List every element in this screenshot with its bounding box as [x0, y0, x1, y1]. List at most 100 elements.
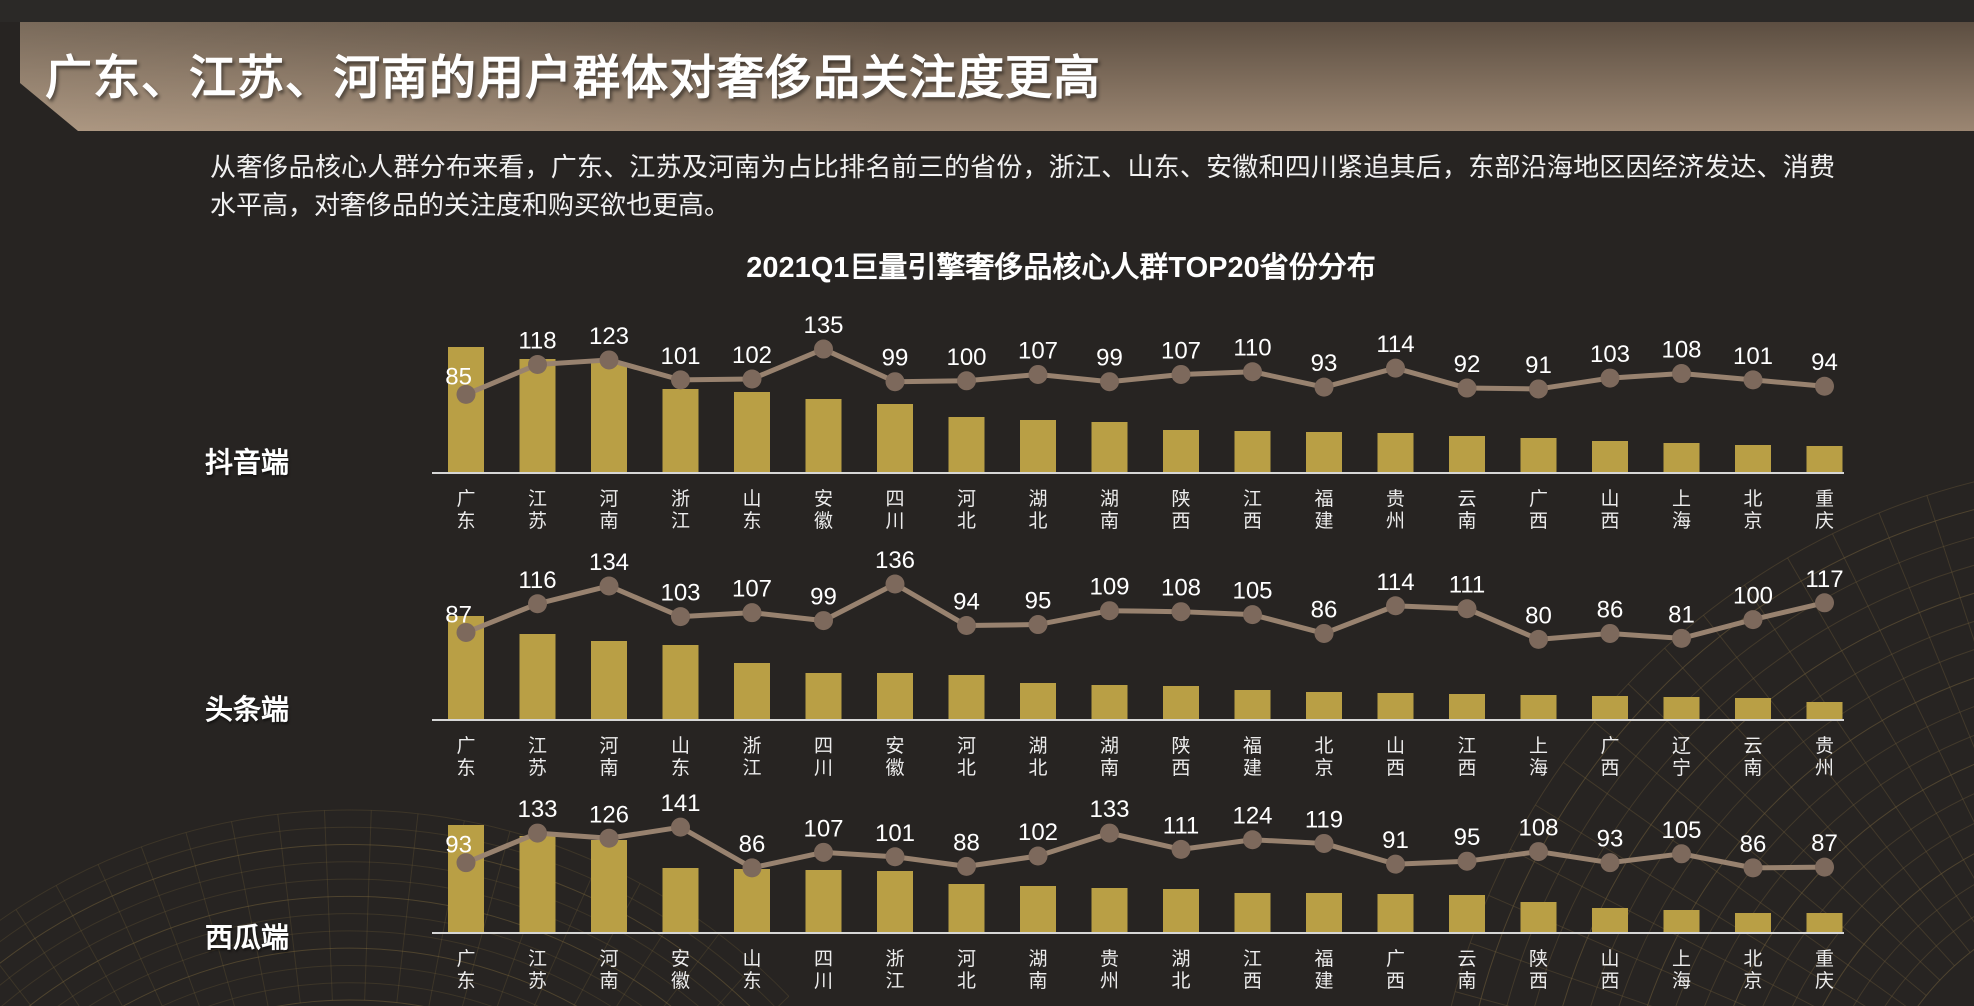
- line-marker: [1243, 362, 1262, 382]
- value-label: 87: [445, 601, 472, 628]
- axis-label: 福建: [1243, 735, 1262, 779]
- bar: [1520, 695, 1557, 720]
- line-marker: [742, 858, 762, 878]
- axis-label: 陕西: [1171, 735, 1190, 779]
- value-label: 123: [589, 323, 629, 350]
- axis-label: 陕西: [1529, 948, 1548, 992]
- value-label: 107: [732, 576, 772, 603]
- value-label: 103: [660, 580, 700, 607]
- value-label: 92: [1454, 351, 1481, 378]
- value-label: 93: [445, 832, 472, 859]
- bar: [1592, 441, 1628, 473]
- bar: [734, 392, 770, 473]
- line-marker: [1529, 842, 1548, 862]
- bar: [734, 869, 770, 933]
- bar: [1735, 698, 1771, 720]
- bar: [519, 359, 556, 473]
- line-marker: [528, 594, 547, 614]
- value-label: 105: [1661, 817, 1701, 844]
- value-label: 80: [1525, 602, 1552, 629]
- value-label: 102: [1018, 819, 1058, 846]
- line-marker: [1457, 599, 1477, 619]
- bar: [448, 347, 484, 473]
- value-labels: 85 118 123 101 102 135 99 100 107 99 107 110 93 114 92…: [445, 312, 1838, 390]
- axis-label: 安徽: [885, 735, 904, 779]
- value-label: 99: [882, 345, 909, 372]
- line-marker: [599, 576, 619, 596]
- chart-row-douyin: 85 118 123 101 102 135 99 100 107 99 107 110 93 114 92…: [432, 312, 1844, 532]
- bar: [1377, 433, 1414, 473]
- value-label: 99: [810, 584, 837, 611]
- line-marker: [1815, 857, 1834, 877]
- value-label: 111: [1163, 812, 1199, 839]
- value-label: 101: [875, 820, 915, 847]
- axis-label: 江西: [1243, 948, 1262, 992]
- value-label: 95: [1454, 824, 1481, 851]
- line-marker: [1457, 378, 1477, 398]
- value-label: 107: [1161, 337, 1201, 364]
- line-markers: [456, 817, 1834, 878]
- value-label: 108: [1661, 337, 1701, 364]
- title-banner: 广东、江苏、河南的用户群体对奢侈品关注度更高: [20, 22, 1974, 131]
- bar: [1663, 697, 1700, 720]
- row-label-xigua: 西瓜端: [205, 922, 290, 953]
- value-label: 102: [732, 342, 772, 369]
- bar: [591, 363, 627, 473]
- value-label: 107: [1018, 337, 1058, 364]
- line-marker: [1171, 602, 1191, 622]
- line-markers: [456, 574, 1834, 649]
- value-labels: 87 116 134 103 107 99 136 94 95 109 108 105 86 114 111…: [445, 547, 1843, 629]
- bar: [1806, 913, 1843, 933]
- line-marker: [1743, 610, 1763, 630]
- bar: [1520, 438, 1557, 473]
- axis-label: 山东: [671, 735, 690, 779]
- axis-label: 湖北: [1028, 488, 1047, 532]
- line-marker: [1672, 628, 1691, 648]
- axis-label: 湖北: [1171, 948, 1190, 992]
- axis-label: 江苏: [528, 948, 547, 992]
- bar: [1735, 445, 1771, 473]
- value-label: 105: [1232, 578, 1272, 605]
- bar: [1234, 690, 1271, 720]
- bar: [948, 675, 985, 720]
- value-label: 85: [445, 363, 472, 390]
- axis-label: 北京: [1743, 948, 1762, 992]
- row-label-toutiao: 头条端: [205, 694, 290, 725]
- axis-label: 广东: [456, 948, 475, 992]
- value-label: 86: [1597, 596, 1624, 623]
- axis-label: 山西: [1600, 948, 1619, 992]
- value-label: 119: [1305, 806, 1343, 833]
- line-marker: [528, 823, 547, 843]
- bar: [1306, 692, 1342, 720]
- axis-label: 贵州: [1815, 735, 1834, 779]
- bar: [1306, 432, 1342, 473]
- axis-label: 江苏: [528, 735, 547, 779]
- line-marker: [1529, 379, 1548, 399]
- value-label: 94: [1811, 349, 1838, 376]
- category-labels: 广东 江苏 河南 山东 浙江 四川 安徽 河北 湖北 湖南 陕西 福建 北京 山西 江西 上海 广西 辽宁 云南 贵州: [456, 735, 1834, 779]
- line-marker: [1743, 370, 1763, 390]
- line-marker: [671, 370, 690, 390]
- line-marker: [1171, 364, 1191, 384]
- line-marker: [1100, 601, 1119, 621]
- bar: [948, 884, 985, 933]
- axis-label: 山东: [742, 948, 761, 992]
- axis-label: 北京: [1314, 735, 1333, 779]
- line-marker: [885, 574, 905, 594]
- axis-label: 上海: [1672, 948, 1691, 992]
- line-marker: [957, 856, 976, 876]
- bar: [591, 641, 627, 720]
- bar: [1592, 696, 1628, 720]
- chart-row-toutiao: 87 116 134 103 107 99 136 94 95 109 108 105 86 114 111…: [432, 547, 1844, 779]
- value-label: 101: [1733, 343, 1773, 370]
- axis-label: 广西: [1600, 735, 1619, 779]
- line-marker: [1815, 593, 1834, 613]
- axis-label: 河南: [599, 948, 618, 992]
- line-series: [463, 346, 1827, 397]
- value-label: 93: [1597, 826, 1624, 853]
- bar: [1806, 702, 1843, 720]
- axis-label: 浙江: [742, 735, 761, 779]
- axis-label: 辽宁: [1672, 735, 1691, 779]
- bar: [1663, 910, 1700, 933]
- bar: [1020, 683, 1056, 720]
